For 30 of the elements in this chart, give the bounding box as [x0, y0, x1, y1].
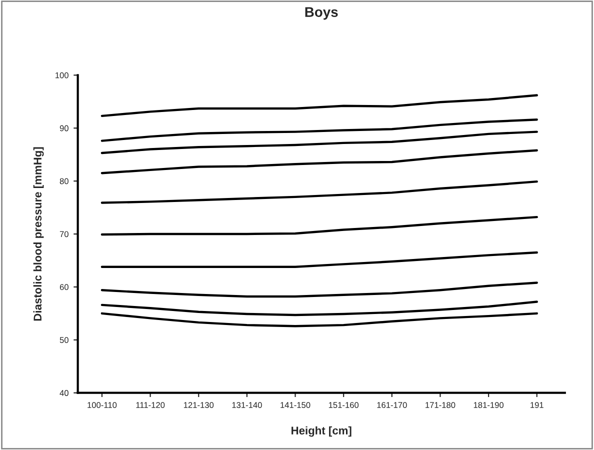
x-tick-label: 141-150 [280, 402, 310, 408]
line-series [100, 149, 538, 174]
chart-title: Boys [305, 7, 338, 20]
y-tick-label: 50 [60, 337, 68, 343]
x-tick-label: 171-180 [426, 402, 456, 408]
line-series [100, 180, 538, 204]
x-tick-label: 100-110 [88, 402, 117, 408]
x-axis-title: Height [cm] [292, 426, 352, 437]
y-tick-label: 70 [60, 231, 68, 238]
y-tick-label: 100 [56, 72, 68, 78]
y-tick-label: 60 [60, 284, 68, 290]
x-tick-label: 151-160 [328, 402, 359, 408]
line-series [100, 118, 538, 142]
line-series [100, 130, 538, 154]
x-tick-label: 181-190 [474, 402, 504, 408]
y-tick-label: 80 [60, 178, 68, 184]
line-series [100, 300, 538, 316]
y-tick-label: 40 [60, 390, 68, 396]
x-tick-label: 161-170 [377, 402, 407, 408]
line-series [100, 216, 538, 236]
line-series [100, 282, 538, 298]
line-series [100, 251, 538, 268]
x-tick-label: 111-120 [136, 402, 165, 408]
line-series [100, 312, 538, 328]
line-series [100, 94, 538, 118]
y-tick-label: 90 [60, 125, 68, 132]
x-tick-label: 121-130 [184, 402, 214, 408]
x-tick-label: 131-140 [232, 402, 262, 408]
y-axis-title: Diastolic blood pressure [mmHg] [33, 147, 44, 321]
x-tick-label: 191 [530, 402, 544, 408]
